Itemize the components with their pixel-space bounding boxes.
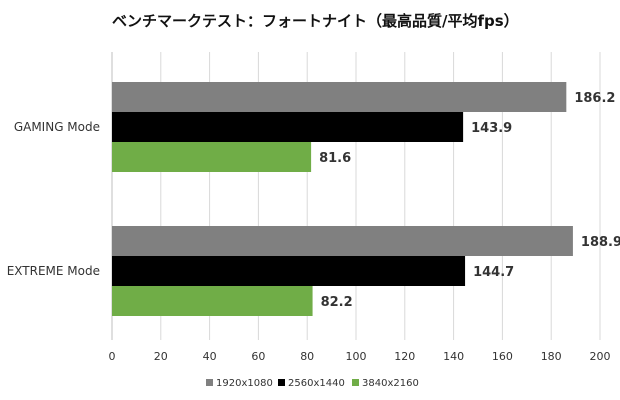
legend: 1920x1080 2560x1440 3840x2160 <box>206 378 419 389</box>
x-tick-label: 160 <box>492 350 513 363</box>
data-label: 188.9 <box>581 235 620 250</box>
bars <box>112 82 573 316</box>
legend-label: 2560x1440 <box>288 378 345 389</box>
value-labels: 186.2 143.9 81.6 188.9 144.7 82.2 <box>319 91 620 310</box>
legend-label: 1920x1080 <box>216 378 273 389</box>
bar-3840x2160-gaming-mode <box>112 142 312 172</box>
chart-title: ベンチマークテスト：フォートナイト（最高品質/平均fps） <box>112 12 519 30</box>
x-tick-label: 140 <box>443 350 464 363</box>
data-label: 144.7 <box>473 265 514 280</box>
x-tick-label: 180 <box>541 350 562 363</box>
x-tick-label: 0 <box>109 350 116 363</box>
category-label: GAMING Mode <box>14 120 100 134</box>
legend-swatch <box>352 379 359 386</box>
category-label: EXTREME Mode <box>7 264 100 278</box>
x-tick-label: 120 <box>394 350 415 363</box>
bar-3840x2160-extreme-mode <box>112 286 313 316</box>
legend-label: 3840x2160 <box>362 378 419 389</box>
x-tick-labels: 0 20 40 60 80 100 120 140 160 180 200 <box>109 350 611 363</box>
bar-2560x1440-gaming-mode <box>112 112 464 142</box>
category-labels: GAMING Mode EXTREME Mode <box>7 120 100 278</box>
data-label: 143.9 <box>471 121 512 136</box>
x-tick-label: 20 <box>154 350 168 363</box>
bar-2560x1440-extreme-mode <box>112 256 466 286</box>
x-tick-label: 200 <box>590 350 611 363</box>
x-tick-label: 80 <box>300 350 314 363</box>
x-tick-label: 60 <box>251 350 265 363</box>
legend-swatch <box>278 379 285 386</box>
data-label: 81.6 <box>319 151 351 166</box>
data-label: 186.2 <box>574 91 615 106</box>
bar-1920x1080-gaming-mode <box>112 82 567 112</box>
x-tick-label: 40 <box>203 350 217 363</box>
x-tick-label: 100 <box>346 350 367 363</box>
data-label: 82.2 <box>321 295 353 310</box>
legend-swatch <box>206 379 213 386</box>
bar-1920x1080-extreme-mode <box>112 226 573 256</box>
